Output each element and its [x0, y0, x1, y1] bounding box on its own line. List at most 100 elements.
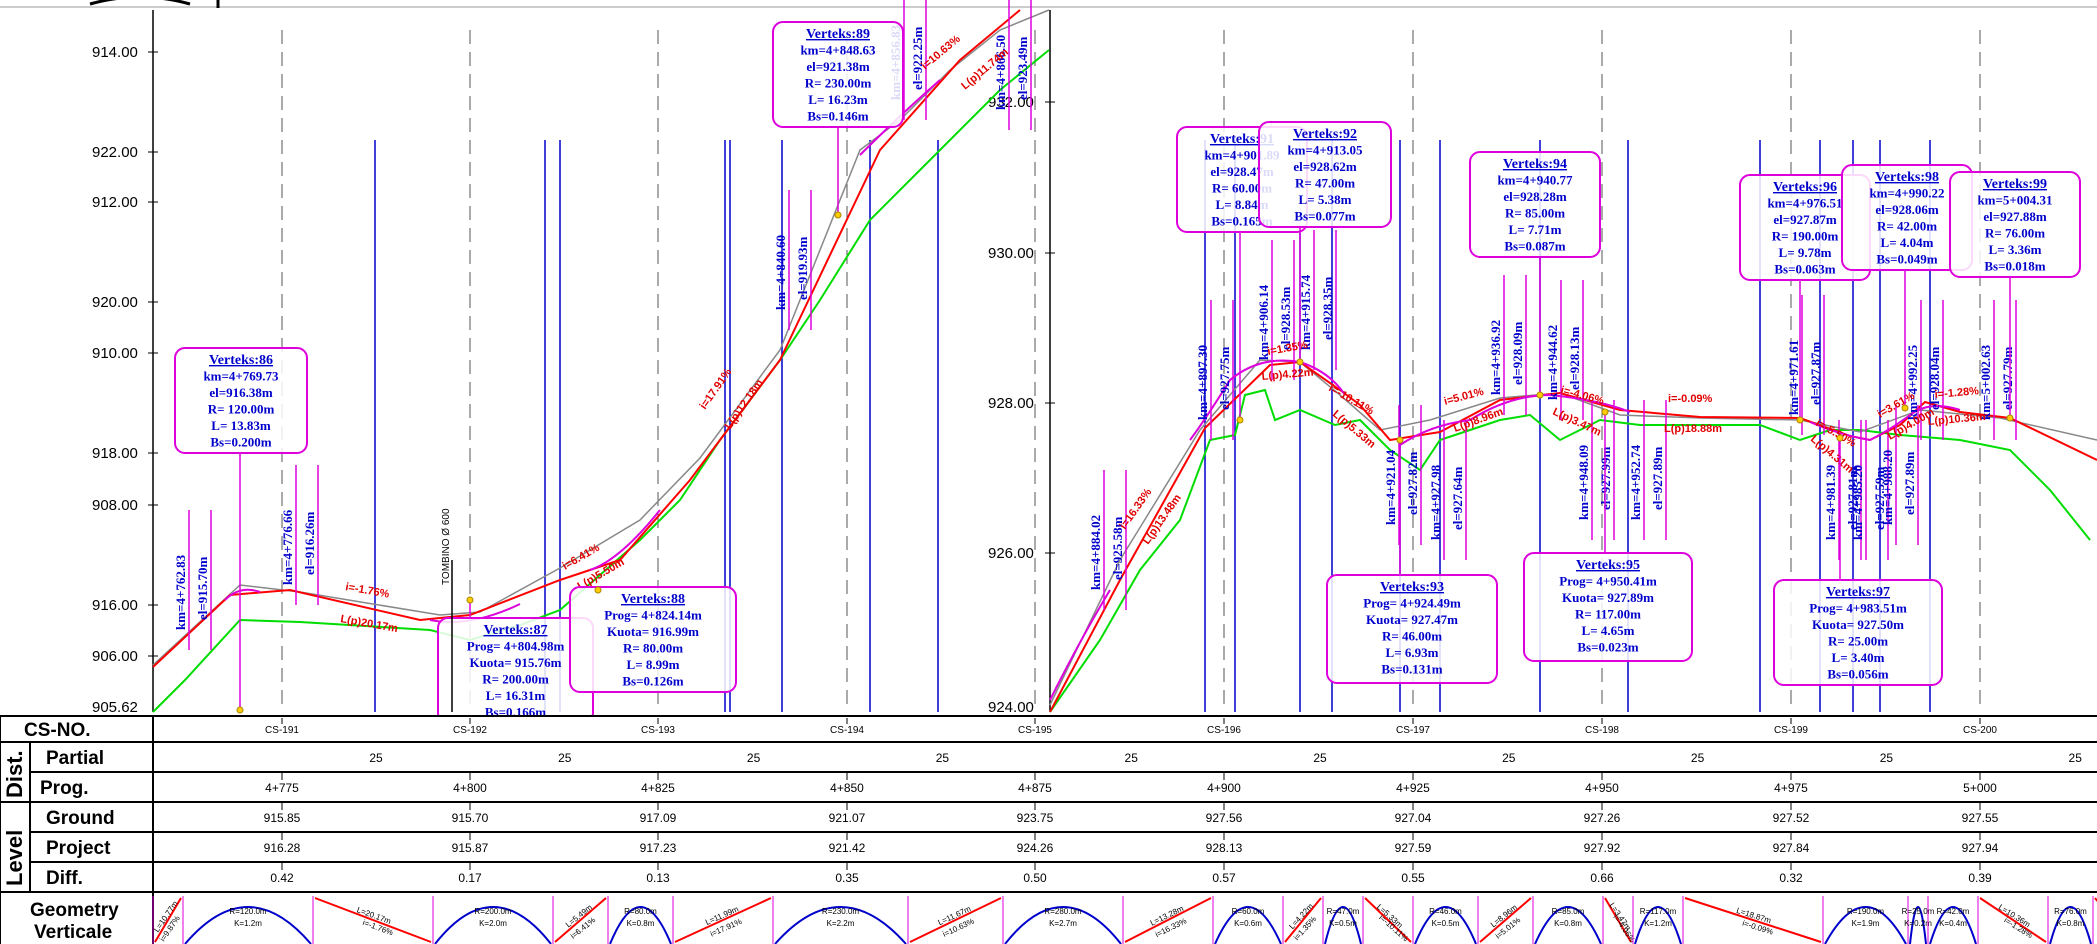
svg-text:0.35: 0.35 — [835, 871, 859, 885]
svg-text:el=915.70m: el=915.70m — [195, 556, 210, 620]
svg-text:Bs=0.018m: Bs=0.018m — [1984, 259, 2045, 274]
y-tick-label: 920.00 — [92, 294, 138, 311]
geometry-segment: R=200.0m K=2.0m — [432, 896, 552, 944]
slope-label: i=6.41%L(p)5.50m — [561, 542, 627, 593]
svg-text:L= 16.23m: L= 16.23m — [808, 92, 868, 107]
svg-text:R=76.0m: R=76.0m — [2054, 907, 2087, 916]
svg-text:0.55: 0.55 — [1401, 871, 1425, 885]
svg-text:R= 42.00m: R= 42.00m — [1877, 219, 1937, 234]
svg-text:km=4+948.09: km=4+948.09 — [1576, 444, 1591, 520]
svg-text:km=4+971.61: km=4+971.61 — [1786, 340, 1801, 415]
vertical-annotation: km=4+985.20 el=927.59m — [1850, 420, 1889, 560]
svg-text:L= 4.04m: L= 4.04m — [1881, 235, 1934, 250]
svg-text:Prog= 4+924.49m: Prog= 4+924.49m — [1363, 596, 1461, 611]
svg-text:km=4+776.66: km=4+776.66 — [280, 509, 295, 585]
svg-text:L(p)20.17m: L(p)20.17m — [339, 613, 398, 635]
station-column: CS-197 4+925 927.04 927.59 0.55 — [1395, 718, 1432, 885]
svg-text:R=47.0m: R=47.0m — [1327, 907, 1360, 916]
station-gridlines — [281, 30, 1981, 712]
svg-text:R=80.0m: R=80.0m — [624, 907, 657, 916]
svg-text:Verteks:97: Verteks:97 — [1826, 585, 1890, 600]
svg-text:K=0.5m: K=0.5m — [1432, 919, 1460, 928]
svg-text:917.09: 917.09 — [640, 811, 677, 825]
vertical-annotation: km=4+981.39 el=927.81m — [1823, 420, 1862, 560]
svg-text:CS-197: CS-197 — [1396, 725, 1430, 736]
svg-text:Bs=0.131m: Bs=0.131m — [1381, 662, 1442, 677]
svg-text:el=928.04m: el=928.04m — [1927, 346, 1942, 410]
svg-text:i=-1.28%: i=-1.28% — [1934, 385, 1979, 401]
svg-text:916.28: 916.28 — [264, 841, 301, 855]
geometry-segment: R=25.0m K=0.2m — [1902, 896, 1935, 944]
vertical-curve-arc-7 — [1399, 393, 1631, 446]
svg-text:K=1.2m: K=1.2m — [1644, 919, 1672, 928]
svg-text:el=921.38m: el=921.38m — [806, 59, 870, 74]
svg-text:R= 80.00m: R= 80.00m — [623, 641, 683, 656]
geometry-segment: R=42.0m K=0.4m — [1927, 896, 1977, 944]
existing-road-line — [152, 9, 1050, 666]
svg-text:Bs=0.063m: Bs=0.063m — [1774, 262, 1835, 277]
geometry-segment: R=280.0m K=2.7m — [1002, 896, 1122, 944]
svg-text:4+775: 4+775 — [265, 781, 299, 795]
svg-text:Verteks:93: Verteks:93 — [1380, 580, 1444, 595]
y-tick-label: 914.00 — [92, 44, 138, 61]
vertical-annotation: km=4+944.62 el=928.13m — [1545, 280, 1584, 420]
svg-text:km=4+921.04: km=4+921.04 — [1383, 449, 1398, 525]
svg-text:K=1.2m: K=1.2m — [234, 919, 262, 928]
svg-text:921.07: 921.07 — [829, 811, 866, 825]
row-label-diff: Diff. — [46, 868, 83, 889]
partial-distance: 25 — [1880, 751, 1894, 765]
svg-text:Bs=0.056m: Bs=0.056m — [1827, 667, 1888, 682]
svg-text:K=0.8m: K=0.8m — [627, 919, 655, 928]
svg-text:i=1.35%: i=1.35% — [1266, 339, 1308, 358]
svg-text:927.92: 927.92 — [1584, 841, 1621, 855]
svg-text:923.75: 923.75 — [1017, 811, 1054, 825]
svg-text:5+000: 5+000 — [1963, 781, 1997, 795]
partial-distance: 25 — [936, 751, 950, 765]
svg-text:0.39: 0.39 — [1968, 871, 1992, 885]
svg-text:R=117.0m: R=117.0m — [1640, 907, 1677, 916]
svg-text:R=200.0m: R=200.0m — [474, 907, 511, 916]
vertical-curve-arc-8 — [1809, 405, 1961, 442]
station-column: CS-194 4+850 921.07 921.42 0.35 — [829, 718, 866, 885]
svg-text:L(p)12.18m: L(p)12.18m — [723, 377, 766, 432]
svg-text:4+925: 4+925 — [1396, 781, 1430, 795]
svg-text:Bs=0.087m: Bs=0.087m — [1504, 239, 1565, 254]
svg-text:K=2.2m: K=2.2m — [827, 919, 855, 928]
svg-text:Kuota= 927.50m: Kuota= 927.50m — [1812, 617, 1904, 632]
vertical-annotation: km=4+776.66 el=916.26m — [280, 465, 319, 605]
svg-text:el=922.25m: el=922.25m — [910, 26, 925, 90]
svg-text:el=916.38m: el=916.38m — [209, 385, 273, 400]
y-tick-label: 918.00 — [92, 445, 138, 462]
svg-text:924.26: 924.26 — [1017, 841, 1054, 855]
svg-text:el=919.93m: el=919.93m — [795, 236, 810, 300]
svg-text:i=-0.09%: i=-0.09% — [1668, 393, 1713, 405]
svg-text:R=120.0m: R=120.0m — [229, 907, 266, 916]
svg-text:L= 9.78m: L= 9.78m — [1779, 245, 1832, 260]
svg-text:i=16.33%: i=16.33% — [1118, 486, 1155, 531]
svg-text:el=927.89m: el=927.89m — [1902, 451, 1917, 515]
svg-text:km=5+004.31: km=5+004.31 — [1977, 193, 2052, 208]
svg-text:L= 8.84m: L= 8.84m — [1216, 197, 1269, 212]
svg-text:Verteks:94: Verteks:94 — [1503, 157, 1567, 172]
y-tick-label: 916.00 — [92, 597, 138, 614]
svg-text:km=4+915.74: km=4+915.74 — [1298, 274, 1313, 350]
svg-text:4+825: 4+825 — [641, 781, 675, 795]
svg-text:el=928.53m: el=928.53m — [1278, 286, 1293, 350]
svg-text:km=4+769.73: km=4+769.73 — [203, 369, 279, 384]
vertical-annotation: km=4+866.50 el=923.49m — [993, 0, 1032, 130]
svg-text:km=4+840.60: km=4+840.60 — [773, 235, 788, 310]
svg-text:el=927.87m: el=927.87m — [1773, 212, 1837, 227]
svg-text:CS-200: CS-200 — [1963, 725, 1997, 736]
svg-text:L= 13.83m: L= 13.83m — [211, 418, 271, 433]
svg-text:K=0.6m: K=0.6m — [1234, 919, 1262, 928]
partial-distance: 25 — [2069, 751, 2083, 765]
svg-text:el=928.62m: el=928.62m — [1293, 159, 1357, 174]
row-label-cs-no: CS-NO. — [24, 720, 91, 741]
